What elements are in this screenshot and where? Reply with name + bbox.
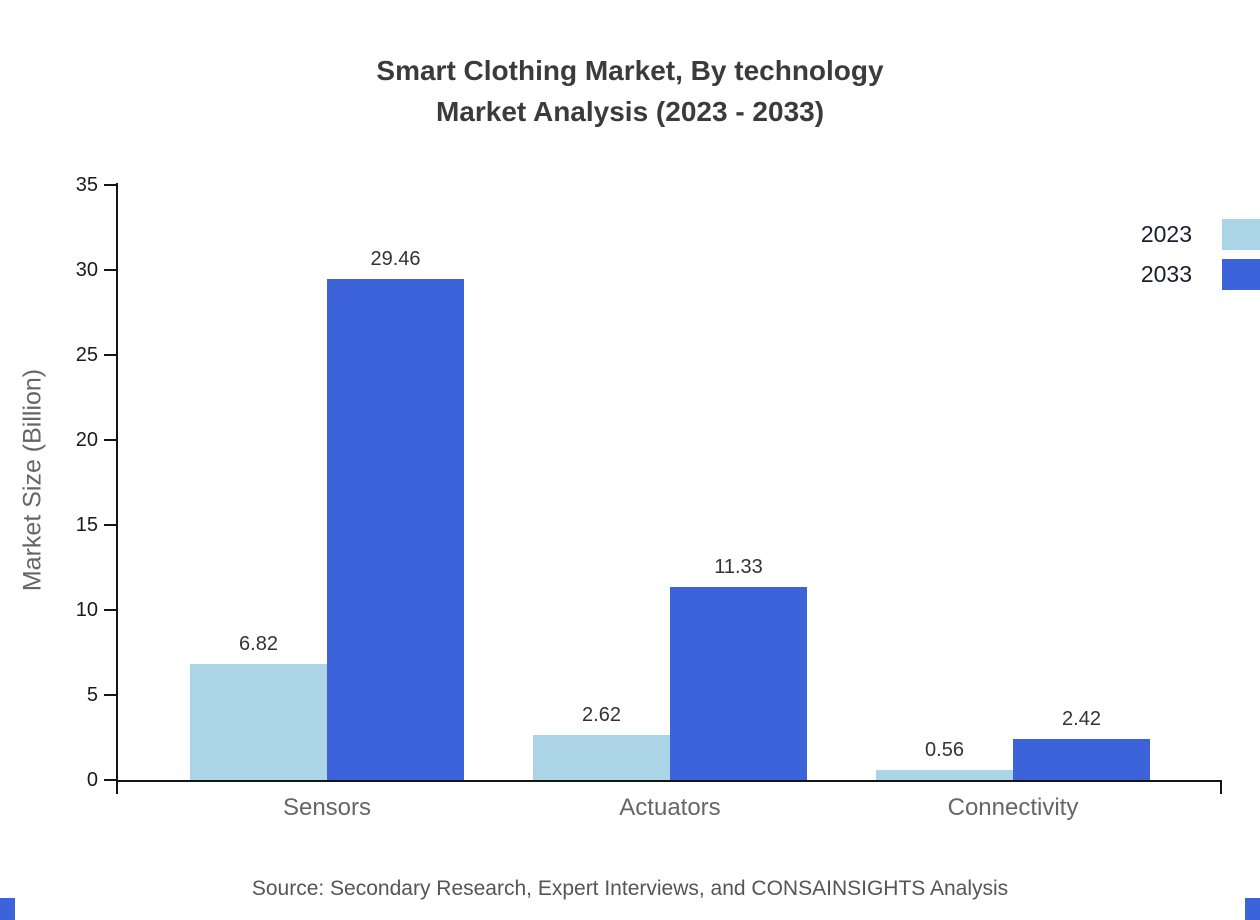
source-text: Source: Secondary Research, Expert Inter… — [251, 877, 1009, 900]
legend: 2023 2033 — [1141, 219, 1260, 290]
y-tick-label: 20 — [75, 429, 98, 451]
category-label: Connectivity — [947, 794, 1079, 821]
value-label: 6.82 — [239, 633, 278, 656]
y-tick-label: 10 — [75, 599, 98, 621]
bar-2023-sensors — [190, 664, 327, 780]
legend-swatch-2033 — [1222, 259, 1260, 290]
value-label: 0.56 — [925, 739, 964, 762]
bar-2033-sensors — [327, 279, 464, 780]
legend-swatch-2023 — [1222, 219, 1260, 250]
value-label: 2.42 — [1062, 707, 1101, 730]
y-tick-label: 15 — [75, 514, 98, 536]
category-label: Actuators — [619, 794, 721, 821]
y-tick-label: 5 — [86, 684, 98, 706]
legend-item: 2023 — [1141, 219, 1260, 250]
y-axis-tick — [104, 354, 116, 356]
bar-2033-connectivity — [1013, 738, 1150, 780]
y-axis-tick — [104, 694, 116, 696]
x-axis-tick — [1220, 782, 1222, 794]
y-tick-label: 30 — [75, 259, 98, 281]
y-axis-tick — [104, 439, 116, 441]
x-axis — [116, 780, 1222, 782]
bar-2023-connectivity — [876, 770, 1013, 780]
chart-title-line2: Market Analysis (2023 - 2033) — [435, 96, 825, 127]
bar-2033-actuators — [670, 587, 807, 780]
x-axis-tick — [116, 782, 118, 794]
chart-title: Smart Clothing Market, By technology Mar… — [0, 50, 1260, 132]
y-axis-tick — [104, 524, 116, 526]
legend-item: 2033 — [1141, 259, 1260, 290]
y-tick-label: 0 — [86, 769, 98, 791]
value-label: 2.62 — [582, 704, 621, 727]
y-tick-label: 25 — [75, 344, 98, 366]
corner-accent-right — [1245, 898, 1260, 920]
y-axis-tick — [104, 779, 116, 781]
legend-item-label: 2023 — [1140, 221, 1192, 247]
value-label: 11.33 — [714, 556, 763, 579]
y-axis-tick — [104, 184, 116, 186]
value-label: 29.46 — [370, 248, 421, 271]
y-tick-label: 35 — [75, 174, 98, 196]
bar-2023-actuators — [533, 735, 670, 780]
corner-accent-left — [0, 898, 15, 920]
legend-item-label: 2033 — [1140, 261, 1192, 287]
y-axis-tick — [104, 269, 116, 271]
category-label: Sensors — [282, 794, 372, 821]
y-axis — [116, 183, 118, 782]
chart-title-line1: Smart Clothing Market, By technology — [376, 55, 884, 86]
y-axis-tick — [104, 609, 116, 611]
